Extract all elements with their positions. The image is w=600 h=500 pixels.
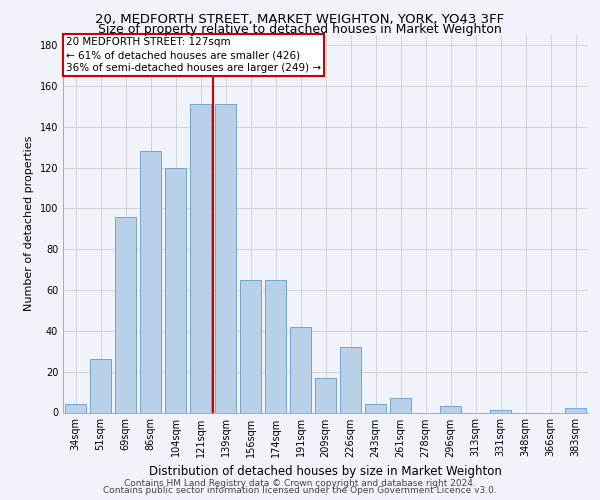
Bar — [215, 104, 236, 412]
Bar — [165, 168, 186, 412]
Bar — [565, 408, 586, 412]
Bar — [90, 360, 111, 412]
Bar — [190, 104, 211, 412]
Bar — [440, 406, 461, 412]
Text: 20 MEDFORTH STREET: 127sqm
← 61% of detached houses are smaller (426)
36% of sem: 20 MEDFORTH STREET: 127sqm ← 61% of deta… — [65, 37, 321, 74]
Bar — [315, 378, 336, 412]
Bar — [140, 152, 161, 412]
Text: Contains public sector information licensed under the Open Government Licence v3: Contains public sector information licen… — [103, 486, 497, 495]
Bar — [340, 347, 361, 412]
Y-axis label: Number of detached properties: Number of detached properties — [24, 136, 34, 312]
Bar — [365, 404, 386, 412]
Bar — [115, 216, 136, 412]
Text: 20, MEDFORTH STREET, MARKET WEIGHTON, YORK, YO43 3FF: 20, MEDFORTH STREET, MARKET WEIGHTON, YO… — [95, 12, 505, 26]
Bar — [290, 327, 311, 412]
Bar — [240, 280, 261, 412]
Bar — [490, 410, 511, 412]
Text: Contains HM Land Registry data © Crown copyright and database right 2024.: Contains HM Land Registry data © Crown c… — [124, 478, 476, 488]
Bar — [265, 280, 286, 412]
Bar — [390, 398, 411, 412]
Bar — [65, 404, 86, 412]
Text: Size of property relative to detached houses in Market Weighton: Size of property relative to detached ho… — [98, 22, 502, 36]
X-axis label: Distribution of detached houses by size in Market Weighton: Distribution of detached houses by size … — [149, 465, 502, 478]
